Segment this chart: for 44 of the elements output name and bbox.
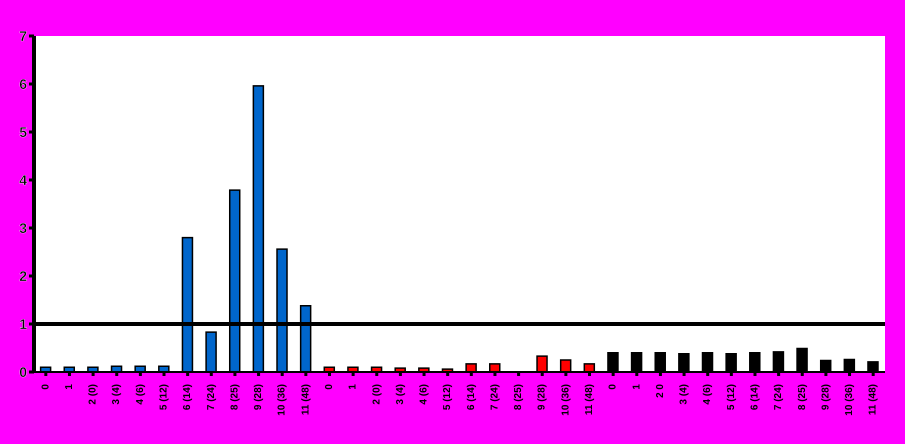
x-tick-label: 1 xyxy=(64,384,75,390)
x-tick-label: 11 (48) xyxy=(868,384,879,416)
x-tick-label: 7 (24) xyxy=(206,384,217,410)
x-tick-label: 5 (12) xyxy=(442,384,454,410)
y-tick-label: 6 xyxy=(19,76,28,92)
x-tick-label: 11 (48) xyxy=(300,384,312,416)
x-tick-label: 4 (6) xyxy=(418,384,430,405)
x-tick-label: 0 xyxy=(324,384,335,390)
y-tick-label: 2 xyxy=(19,268,28,284)
y-tick-label: 4 xyxy=(19,172,28,188)
x-tick-label: 6 (14) xyxy=(466,384,477,410)
y-tick-label: 0 xyxy=(19,364,28,380)
x-tick-label: 9 (28) xyxy=(820,384,832,410)
x-tick-label: 6 (14) xyxy=(749,384,760,410)
x-tick-label: 0 xyxy=(40,384,52,390)
x-tick-label: 10 (36) xyxy=(560,384,572,416)
x-tick-label: 3 (4) xyxy=(394,384,406,405)
y-tick-label: 5 xyxy=(19,124,28,140)
x-tick-label: 9 (28) xyxy=(536,384,548,410)
x-tick-label: 0 xyxy=(608,384,619,390)
x-tick-label: 9 (28) xyxy=(253,384,264,410)
x-tick-label: 8 (25) xyxy=(513,384,524,410)
x-tick-label: 7 (24) xyxy=(489,384,500,410)
x-tick-label: 8 (25) xyxy=(229,384,240,410)
x-tick-label: 1 xyxy=(631,384,642,390)
x-tick-label: 10 (36) xyxy=(276,384,288,416)
y-tick-label: 7 xyxy=(19,28,28,44)
x-tick-label: 3 (4) xyxy=(111,384,122,405)
x-tick-label: 11 (48) xyxy=(584,384,596,416)
x-tick-label: 2 (0) xyxy=(88,384,99,405)
y-tick-label: 1 xyxy=(19,316,28,332)
x-tick-label: 4 (6) xyxy=(134,384,146,405)
x-tick-label: 10 (36) xyxy=(844,384,856,416)
x-tick-label: 6 (14) xyxy=(182,384,194,410)
x-tick-label: 5 (12) xyxy=(158,384,170,410)
x-tick-label: 2 0 xyxy=(654,384,666,398)
y-tick-label: 3 xyxy=(19,220,28,236)
x-tick-label: 2 (0) xyxy=(371,384,382,405)
x-tick-label: 3 (4) xyxy=(678,384,690,405)
x-tick-label: 1 xyxy=(348,384,359,390)
x-tick-label: 8 (25) xyxy=(796,384,808,410)
x-tick-label: 7 (24) xyxy=(773,384,784,410)
x-tick-label: 4 (6) xyxy=(702,384,714,405)
x-tick-label: 5 (12) xyxy=(726,384,737,410)
